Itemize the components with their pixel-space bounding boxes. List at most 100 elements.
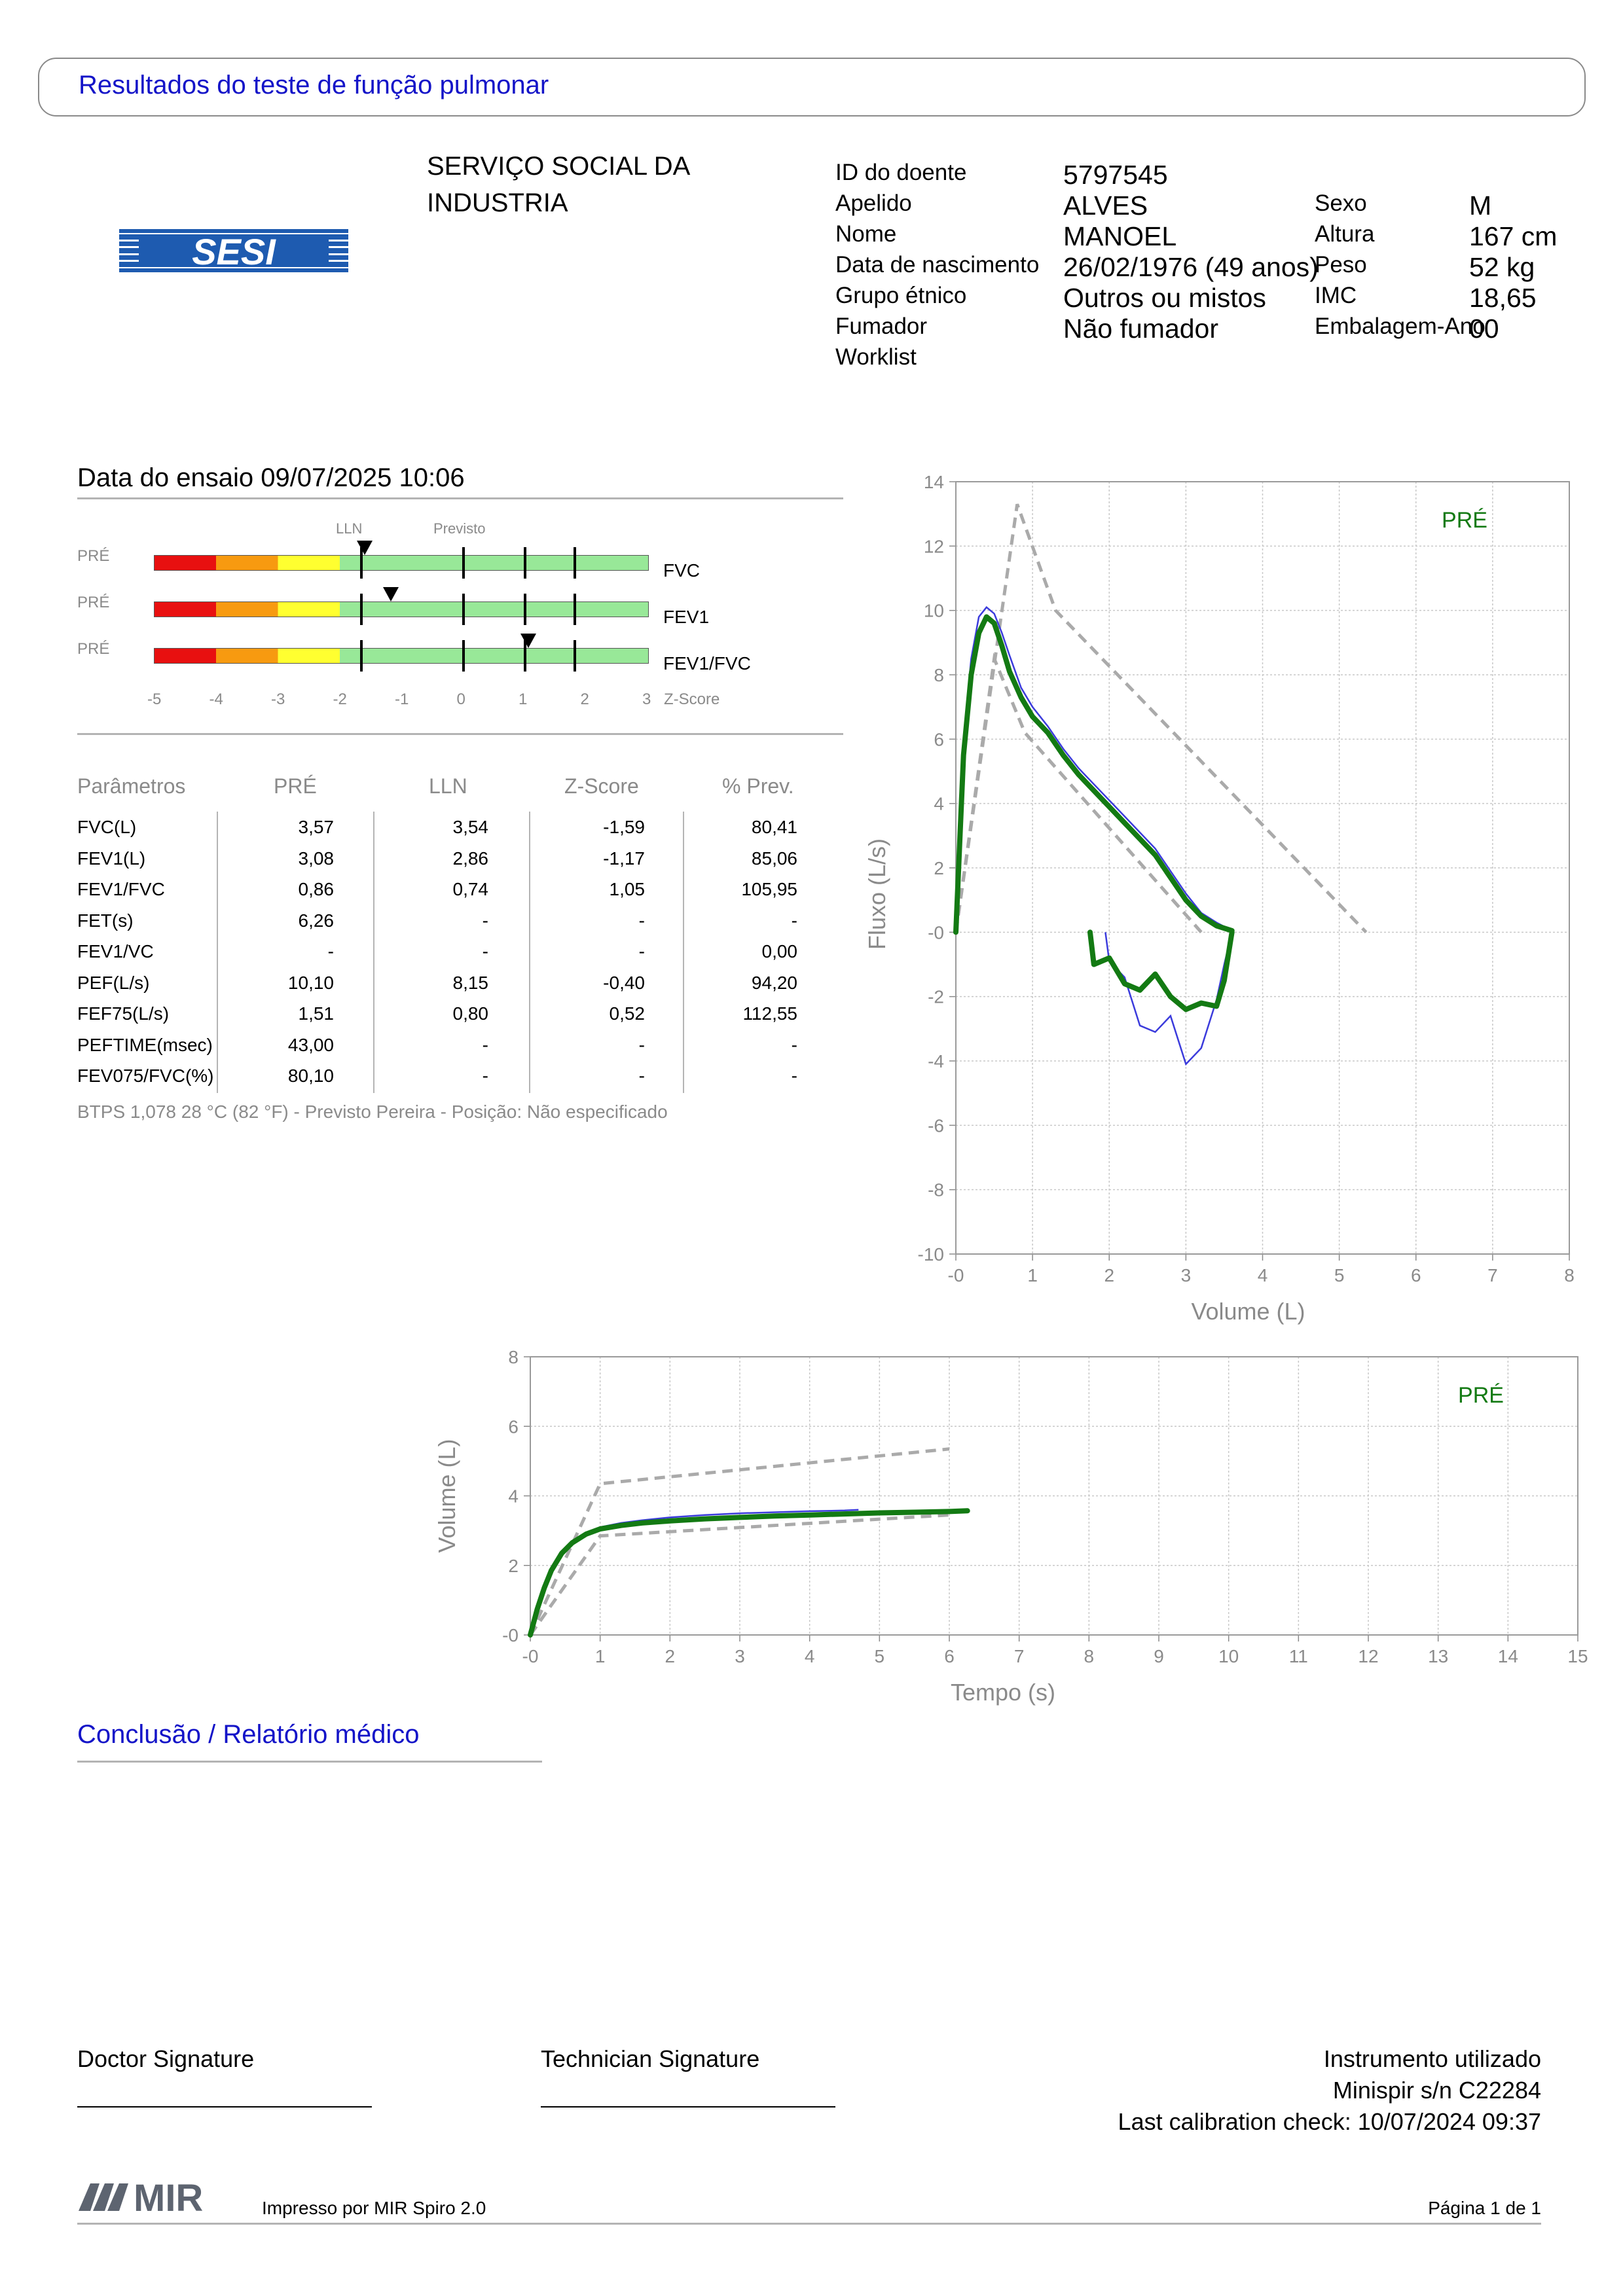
x-tick-label: 12	[1358, 1646, 1378, 1666]
x-tick-label: -0	[522, 1646, 539, 1666]
table-header: LLN	[429, 774, 467, 798]
zscore-tick-label: 3	[642, 691, 651, 708]
x-tick-label: 3	[1181, 1265, 1192, 1285]
zscore-tick-label: -4	[209, 691, 223, 708]
zscore-phase-label: PRÉ	[77, 594, 110, 611]
x-axis-label: Volume (L)	[1191, 1298, 1305, 1325]
y-axis-label: Fluxo (L/s)	[864, 838, 890, 950]
x-tick-label: 3	[735, 1646, 745, 1666]
table-cell: -0,40	[603, 972, 645, 993]
table-header: % Prev.	[722, 774, 794, 798]
predicted-curve	[528, 1513, 950, 1636]
table-cell: 1,05	[609, 879, 646, 899]
zscore-marker-line	[573, 640, 576, 672]
table-cell: 43,00	[287, 1034, 334, 1055]
zscore-marker-line	[360, 547, 363, 579]
table-cell: 94,20	[751, 972, 797, 993]
divider	[77, 733, 843, 735]
patient-height-value: 167 cm	[1469, 221, 1558, 251]
organization-name: SERVIÇO SOCIAL DA INDUSTRIA	[427, 148, 793, 221]
divider	[77, 497, 843, 499]
table-header: Z-Score	[564, 774, 639, 798]
doctor-signature-line	[77, 2106, 372, 2108]
sesi-logo-text: SESI	[192, 231, 276, 272]
divider	[77, 1761, 542, 1763]
x-tick-label: 8	[1084, 1646, 1095, 1666]
zscore-value-marker	[382, 587, 399, 601]
x-tick-label: 1	[595, 1646, 606, 1666]
table-cell: -1,17	[603, 848, 645, 869]
table-param-name: FVC(L)	[77, 817, 137, 837]
table-cell: 105,95	[741, 879, 797, 899]
pre-curve-trial	[955, 606, 1233, 933]
table-cell: -	[482, 941, 488, 961]
table-param-name: PEFTIME(msec)	[77, 1034, 213, 1055]
x-tick-label: 6	[1411, 1265, 1421, 1285]
table-header: Parâmetros	[77, 774, 186, 798]
table-cell: 2,86	[452, 848, 489, 869]
report-header: Resultados do teste de função pulmonar	[38, 58, 1586, 117]
zscore-param-label: FVC	[663, 560, 700, 581]
technician-signature-line	[541, 2106, 835, 2108]
report-title: Resultados do teste de função pulmonar	[79, 71, 549, 99]
zscore-tick-label: -2	[333, 691, 347, 708]
table-cell: -	[638, 1034, 645, 1055]
zscore-param-label: FEV1	[663, 607, 710, 627]
instrument-calibration: Last calibration check: 10/07/2024 09:37	[1118, 2108, 1541, 2135]
table-column-divider	[683, 812, 684, 1093]
table-param-name: PEF(L/s)	[77, 972, 150, 993]
y-tick-label: 14	[924, 472, 944, 492]
zscore-value-marker	[520, 634, 536, 648]
phase-annotation: PRÉ	[1458, 1383, 1504, 1408]
table-cell: -	[638, 1066, 645, 1086]
table-param-name: FEV075/FVC(%)	[77, 1066, 214, 1086]
zscore-predicted-label: Previsto	[433, 520, 486, 537]
patient-surname-value: ALVES	[1063, 190, 1148, 221]
organization-name-line1: SERVIÇO SOCIAL DA	[427, 152, 691, 181]
y-tick-label: 2	[508, 1556, 519, 1576]
table-cell: -	[482, 910, 488, 931]
table-column-divider	[217, 812, 218, 1093]
table-cell: 10,10	[287, 972, 334, 993]
x-tick-label: 7	[1014, 1646, 1025, 1666]
x-tick-label: 13	[1428, 1646, 1448, 1666]
table-cell: -	[791, 910, 797, 931]
table-cell: -	[638, 910, 645, 931]
sesi-logo: SESI	[119, 229, 348, 272]
zscore-bar	[154, 648, 649, 664]
patient-height-label: Altura	[1315, 221, 1375, 247]
x-tick-label: 8	[1564, 1265, 1575, 1285]
y-tick-label: -0	[502, 1625, 519, 1645]
table-param-name: FEV1/VC	[77, 941, 154, 961]
pre-curve-best	[1087, 929, 1235, 1013]
zscore-marker-line	[462, 640, 465, 672]
zscore-tick-label: 2	[580, 691, 589, 708]
x-tick-label: 5	[1334, 1265, 1345, 1285]
phase-annotation: PRÉ	[1442, 508, 1487, 533]
table-cell: 0,86	[298, 879, 335, 899]
table-header: PRÉ	[274, 774, 317, 798]
zscore-marker-line	[524, 640, 526, 672]
zscore-tick-label: -3	[271, 691, 285, 708]
x-axis-label: Tempo (s)	[951, 1679, 1055, 1706]
y-tick-label: 6	[934, 729, 944, 749]
zscore-lln-label: LLN	[336, 520, 363, 537]
table-footnote: BTPS 1,078 28 °C (82 °F) - Previsto Pere…	[77, 1102, 668, 1122]
table-cell: 80,10	[287, 1066, 334, 1086]
zscore-phase-label: PRÉ	[77, 547, 110, 565]
y-tick-label: 8	[934, 665, 944, 685]
table-cell: 8,15	[452, 972, 489, 993]
patient-surname-label: Apelido	[835, 190, 912, 216]
technician-signature-label: Technician Signature	[541, 2045, 760, 2072]
patient-weight-value: 52 kg	[1469, 252, 1535, 282]
y-tick-label: -6	[928, 1115, 944, 1136]
patient-sex-label: Sexo	[1315, 190, 1367, 216]
page-number: Página 1 de 1	[1428, 2198, 1541, 2218]
zscore-bar	[154, 555, 649, 571]
test-date: Data do ensaio 09/07/2025 10:06	[77, 463, 465, 492]
zscore-marker-line	[462, 547, 465, 579]
pre-curve-best	[528, 1508, 970, 1638]
zscore-axis-label: Z-Score	[664, 691, 720, 708]
zscore-bar	[154, 601, 649, 617]
printed-by: Impresso por MIR Spiro 2.0	[262, 2198, 486, 2218]
